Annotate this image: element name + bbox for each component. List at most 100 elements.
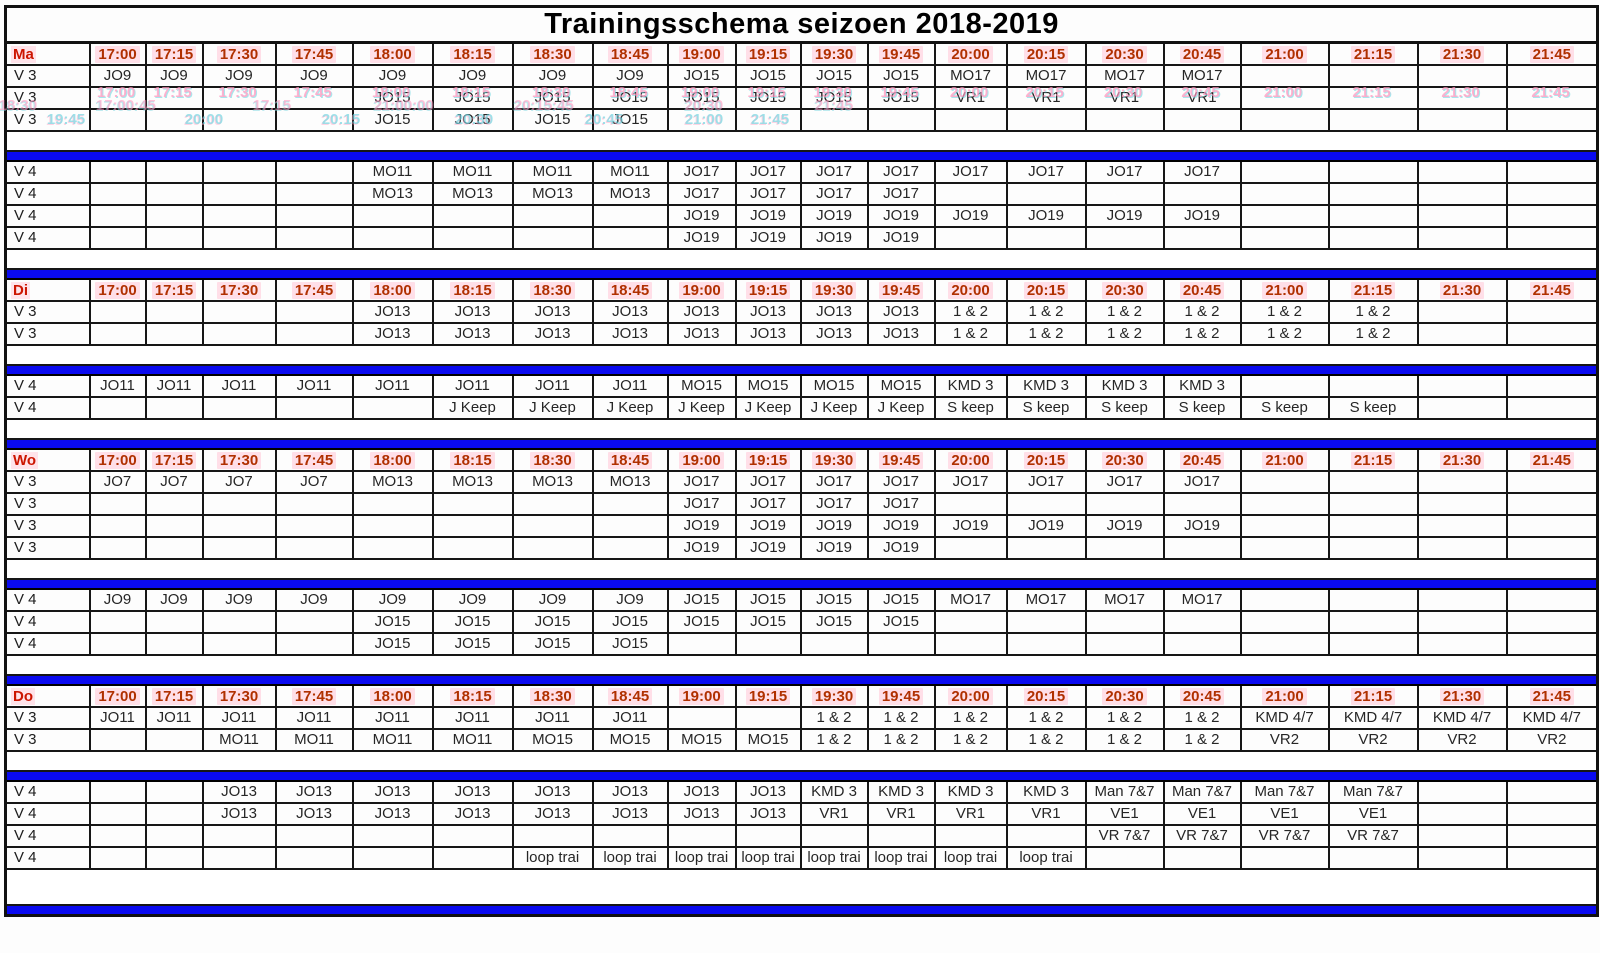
schedule-cell	[201, 610, 277, 634]
time-label: 19:30	[811, 687, 857, 705]
schedule-cell	[144, 182, 204, 206]
schedule-cell	[431, 204, 514, 228]
schedule-cell: MO11	[431, 728, 514, 752]
time-cell: 17:30	[201, 684, 277, 708]
schedule-cell	[1239, 492, 1330, 516]
schedule-cell: loop trai	[1005, 846, 1087, 870]
time-cell: 17:00	[88, 278, 147, 302]
schedule-cell: JO15	[866, 588, 936, 612]
schedule-cell: MO11	[591, 160, 669, 184]
time-label: 21:30	[1439, 45, 1485, 63]
schedule-cell: MO13	[351, 470, 434, 494]
schedule-cell	[666, 108, 737, 132]
schedule-cell	[1327, 846, 1419, 870]
schedule-cell	[144, 300, 204, 324]
schedule-cell: JO13	[274, 780, 354, 804]
schedule-cell: JO9	[144, 64, 204, 88]
time-label: 21:15	[1350, 687, 1396, 705]
schedule-cell: MO17	[933, 588, 1008, 612]
time-cell: 17:30	[201, 448, 277, 472]
field-label: V 4	[4, 160, 91, 184]
schedule-cell: MO11	[274, 728, 354, 752]
schedule-cell: VR1	[866, 802, 936, 826]
time-label: 21:45	[1529, 687, 1575, 705]
schedule-cell	[1505, 802, 1599, 826]
schedule-cell: MO13	[511, 470, 594, 494]
field-label: V 4	[4, 632, 91, 656]
time-cell: 21:00	[1239, 448, 1330, 472]
schedule-cell: JO15	[799, 86, 869, 110]
page-title: Trainingsschema seizoen 2018-2019	[3, 5, 1600, 44]
schedule-cell: J Keep	[734, 396, 802, 420]
table-row: V 4 JO19 JO19 JO19 JO19 JO19 JO19 JO19 JO19	[4, 204, 1599, 228]
time-cell: 21:15	[1327, 278, 1419, 302]
time-cell: 21:45	[1505, 448, 1599, 472]
schedule-cell: J Keep	[591, 396, 669, 420]
time-cell: 19:15	[734, 448, 802, 472]
time-label: 20:00	[948, 451, 993, 469]
schedule-cell: JO13	[511, 300, 594, 324]
schedule-cell: MO15	[866, 374, 936, 398]
schedule-cell: JO9	[274, 588, 354, 612]
schedule-cell: JO11	[591, 374, 669, 398]
time-cell: 17:15	[144, 448, 204, 472]
time-label: 20:00	[948, 45, 993, 63]
schedule-cell: JO11	[144, 706, 204, 730]
schedule-cell	[351, 396, 434, 420]
schedule-cell: JO13	[351, 802, 434, 826]
schedule-cell: MO17	[1005, 64, 1087, 88]
time-label: 21:45	[1529, 281, 1575, 299]
schedule-cell: JO13	[431, 802, 514, 826]
time-cell: 19:15	[734, 41, 802, 66]
time-label: 19:00	[679, 281, 724, 299]
schedule-cell: JO17	[1162, 160, 1242, 184]
schedule-cell: KMD 3	[1084, 374, 1165, 398]
time-cell: 17:30	[201, 41, 277, 66]
time-header-row: Wo 17:00 17:15 17:30 17:45 18:00 18:15 18:30 18:…	[4, 448, 1599, 472]
schedule-cell	[1416, 300, 1508, 324]
schedule-cell: loop trai	[734, 846, 802, 870]
schedule-cell: JO13	[734, 300, 802, 324]
schedule-cell	[1084, 226, 1165, 250]
schedule-cell: VR1	[1005, 802, 1087, 826]
time-label: 17:15	[151, 281, 197, 299]
schedule-cell: JO19	[1162, 514, 1242, 538]
schedule-cell	[1505, 610, 1599, 634]
table-row: V 3 MO11 MO11 MO11 MO11 MO15 MO15 MO15 MO15 1 & 2…	[4, 728, 1599, 752]
schedule-cell: Man 7&7	[1162, 780, 1242, 804]
schedule-cell: JO19	[799, 514, 869, 538]
schedule-cell: JO17	[734, 492, 802, 516]
schedule-cell: 1 & 2	[1005, 300, 1087, 324]
spacer-row	[5, 418, 1598, 440]
schedule-cell: JO11	[511, 706, 594, 730]
time-cell: 18:00	[351, 41, 434, 66]
schedule-cell: JO19	[866, 514, 936, 538]
schedule-cell: JO15	[734, 588, 802, 612]
schedule-cell: 1 & 2	[1084, 706, 1165, 730]
schedule-cell: JO19	[933, 514, 1008, 538]
time-label: 21:00	[1262, 281, 1307, 299]
schedule-cell	[666, 706, 737, 730]
time-label: 18:00	[370, 45, 415, 63]
schedule-cell: JO9	[431, 64, 514, 88]
schedule-cell	[201, 226, 277, 250]
schedule-cell	[933, 824, 1008, 848]
schedule-cell: S keep	[1162, 396, 1242, 420]
schedule-cell: JO13	[734, 780, 802, 804]
table-row: V 4 MO13 MO13 MO13 MO13 JO17 JO17 JO17 JO17	[4, 182, 1599, 206]
time-label: 19:45	[878, 687, 924, 705]
schedule-cell	[1505, 846, 1599, 870]
schedule-cell	[1239, 226, 1330, 250]
field-label: V 3	[4, 470, 91, 494]
schedule-cell: JO19	[866, 536, 936, 560]
field-label: V 3	[4, 536, 91, 560]
time-cell: 20:30	[1084, 278, 1165, 302]
time-header-row: Do 17:00 17:15 17:30 17:45 18:00 18:15 18:30 18:…	[4, 684, 1599, 708]
schedule-cell: JO17	[1162, 470, 1242, 494]
spacer-row	[5, 654, 1598, 676]
time-label: 18:45	[607, 687, 653, 705]
schedule-cell	[1239, 536, 1330, 560]
schedule-cell: JO17	[1084, 470, 1165, 494]
time-cell: 19:00	[666, 41, 737, 66]
blue-separator-bar	[5, 150, 1598, 162]
